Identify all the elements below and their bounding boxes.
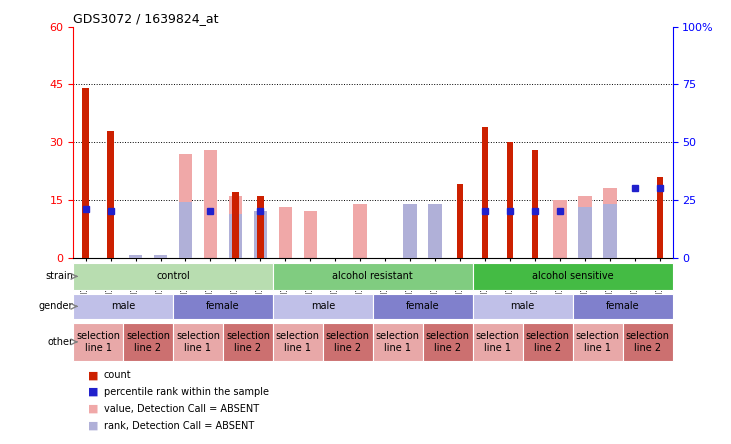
Text: selection
line 2: selection line 2 (126, 331, 170, 353)
Text: control: control (156, 271, 190, 281)
Bar (423, 323, 473, 361)
Bar (73, 293, 173, 319)
Text: selection
line 2: selection line 2 (326, 331, 370, 353)
Text: male: male (111, 301, 135, 311)
Text: selection
line 1: selection line 1 (476, 331, 520, 353)
Bar (623, 323, 673, 361)
Bar (457, 184, 463, 258)
Text: selection
line 2: selection line 2 (626, 331, 670, 353)
Text: female: female (206, 301, 240, 311)
Bar (603, 188, 617, 258)
Bar (578, 196, 592, 258)
Bar (173, 293, 273, 319)
Bar (532, 150, 538, 258)
Bar (273, 262, 473, 290)
Bar (154, 255, 167, 258)
Bar (523, 323, 572, 361)
Bar (73, 323, 123, 361)
Bar (229, 214, 242, 258)
Bar (404, 204, 417, 258)
Text: alcohol resistant: alcohol resistant (333, 271, 413, 281)
Bar (303, 211, 317, 258)
Text: female: female (606, 301, 640, 311)
Text: strain: strain (45, 271, 73, 281)
Text: other: other (47, 337, 73, 347)
Text: selection
line 1: selection line 1 (176, 331, 220, 353)
Bar (572, 293, 673, 319)
Text: value, Detection Call = ABSENT: value, Detection Call = ABSENT (104, 404, 259, 414)
Bar (257, 196, 264, 258)
Bar (107, 131, 114, 258)
Bar (553, 200, 567, 258)
Bar (129, 255, 143, 258)
Bar (178, 202, 192, 258)
Bar (123, 323, 173, 361)
Text: male: male (311, 301, 335, 311)
Text: gender: gender (39, 301, 73, 311)
Bar (603, 204, 617, 258)
Text: selection
line 1: selection line 1 (76, 331, 120, 353)
Text: percentile rank within the sample: percentile rank within the sample (104, 387, 269, 397)
Text: ■: ■ (88, 387, 98, 397)
Bar (373, 293, 473, 319)
Bar (229, 196, 242, 258)
Bar (428, 215, 442, 258)
Bar (323, 323, 373, 361)
Bar (273, 293, 373, 319)
Text: ■: ■ (88, 404, 98, 414)
Text: selection
line 1: selection line 1 (276, 331, 320, 353)
Bar (482, 127, 488, 258)
Bar (354, 204, 367, 258)
Text: male: male (510, 301, 535, 311)
Bar (578, 207, 592, 258)
Text: GDS3072 / 1639824_at: GDS3072 / 1639824_at (73, 12, 219, 25)
Bar (657, 177, 663, 258)
Bar (473, 293, 572, 319)
Text: selection
line 1: selection line 1 (575, 331, 620, 353)
Text: rank, Detection Call = ABSENT: rank, Detection Call = ABSENT (104, 421, 254, 431)
Text: selection
line 1: selection line 1 (376, 331, 420, 353)
Bar (178, 154, 192, 258)
Bar (404, 230, 417, 258)
Bar (204, 150, 217, 258)
Text: selection
line 2: selection line 2 (226, 331, 270, 353)
Bar (473, 262, 673, 290)
Bar (254, 211, 268, 258)
Bar (232, 192, 238, 258)
Text: ■: ■ (88, 421, 98, 431)
Bar (507, 142, 513, 258)
Text: count: count (104, 370, 132, 380)
Text: selection
line 2: selection line 2 (526, 331, 569, 353)
Bar (473, 323, 523, 361)
Bar (273, 323, 323, 361)
Text: ■: ■ (88, 370, 98, 380)
Bar (572, 323, 623, 361)
Bar (83, 88, 88, 258)
Bar (223, 323, 273, 361)
Text: female: female (406, 301, 439, 311)
Bar (73, 262, 273, 290)
Bar (173, 323, 223, 361)
Bar (428, 204, 442, 258)
Text: selection
line 2: selection line 2 (425, 331, 470, 353)
Bar (373, 323, 423, 361)
Bar (279, 207, 292, 258)
Text: alcohol sensitive: alcohol sensitive (532, 271, 613, 281)
